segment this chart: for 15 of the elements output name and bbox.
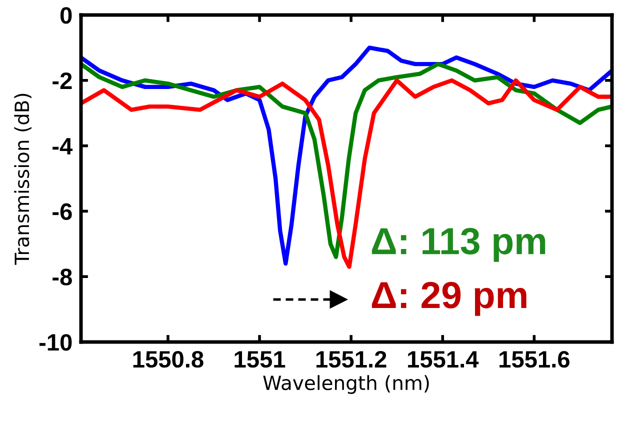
x-tick-label: 1551.4 [408, 351, 479, 368]
x-tick-label: 1551 [234, 351, 286, 368]
x-axis-title: Wavelength (nm) [263, 375, 429, 394]
x-tick-label: 1550.8 [133, 350, 204, 368]
x-tick-label: 1551.6 [500, 350, 570, 368]
y-tick-label: -2 [52, 72, 72, 89]
annotation: Δ: 29 pm [372, 282, 526, 316]
x-tick-label: 1551.2 [316, 350, 386, 368]
y-tick-label: -10 [39, 334, 72, 351]
y-tick-label: -6 [52, 203, 72, 220]
y-axis-title: Transmission (dB) [14, 94, 32, 265]
annotation: Δ: 113 pm [372, 228, 546, 262]
y-tick-label: 0 [60, 7, 72, 24]
y-tick-label: -4 [52, 138, 73, 154]
y-tick-label: -8 [52, 268, 72, 286]
